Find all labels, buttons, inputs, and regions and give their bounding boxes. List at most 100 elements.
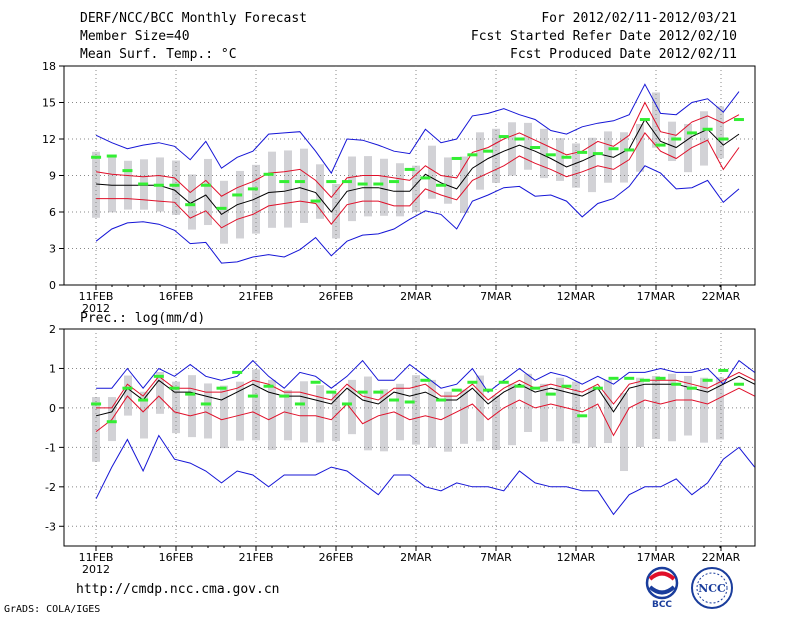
spread-box [252, 164, 260, 234]
spread-box [284, 150, 292, 228]
y-tick-label: 18 [42, 60, 56, 73]
y-tick-label: 6 [49, 206, 56, 219]
x-tick-label: 22MAR [702, 290, 741, 303]
spread-box [444, 391, 452, 452]
x-tick-label: 16FEB [159, 551, 194, 564]
y-tick-label: 15 [42, 97, 56, 110]
spread-box [588, 387, 596, 448]
ncc-logo-text: NCC [698, 582, 726, 595]
spread-box [428, 379, 436, 448]
member-size: Member Size=40 [80, 29, 190, 44]
spread-box [428, 145, 436, 199]
spread-box [700, 111, 708, 166]
spread-box [716, 106, 724, 159]
spread-box [108, 156, 116, 213]
spread-box [236, 381, 244, 441]
grads-credit: GrADS: COLA/IGES [4, 604, 101, 615]
spread-box [204, 158, 212, 226]
spread-box [620, 132, 628, 183]
x-year-label: 2012 [82, 563, 110, 576]
bcc-logo-text: BCC [652, 600, 672, 608]
spread-box [220, 385, 228, 449]
spread-box [460, 389, 468, 444]
spread-box [508, 122, 516, 176]
spread-box [156, 372, 164, 414]
spread-box [380, 389, 388, 452]
x-year-label: 2012 [82, 302, 110, 315]
spread-box [124, 375, 132, 416]
x-tick-label: 7MAR [480, 551, 512, 564]
bcc-logo: BCC [645, 566, 679, 608]
spread-box [524, 373, 532, 432]
spread-box [396, 383, 404, 441]
spread-box [652, 92, 660, 148]
spread-box [540, 128, 548, 179]
spread-box [316, 164, 324, 219]
x-tick-label: 12MAR [557, 551, 596, 564]
series-line-min [95, 434, 755, 516]
spread-box [252, 369, 260, 441]
y-tick-label: -3 [45, 520, 56, 533]
spread-box [380, 158, 388, 216]
spread-box [460, 156, 468, 213]
spread-box [572, 381, 580, 444]
chart-panel-2: Prec.: log(mm/d) -3 -2 -1 0 1 2 11FEB 16FEB 21FEB… [45, 311, 756, 576]
spread-box [204, 383, 212, 439]
y-tick-label: 0 [49, 402, 56, 415]
spread-box [684, 123, 692, 173]
y-tick-label: 12 [42, 133, 56, 146]
y-tick-label: 9 [49, 170, 56, 183]
spread-box [476, 132, 484, 190]
spread-box [492, 395, 500, 450]
x-tick-label: 11FEB [79, 290, 114, 303]
spread-box [556, 377, 564, 442]
footer-url[interactable]: http://cmdp.ncc.cma.gov.cn [76, 582, 280, 597]
x-tick-label: 26FEB [319, 290, 354, 303]
series-line-mean [95, 375, 755, 417]
y-tick-label: 1 [49, 362, 56, 375]
variable-label: Mean Surf. Temp.: °C [80, 47, 237, 62]
spread-box [396, 163, 404, 217]
title: DERF/NCC/BCC Monthly Forecast [80, 11, 307, 26]
ncc-logo: NCC [691, 567, 733, 609]
started-date: Fcst Started Refer Date 2012/02/10 [470, 29, 737, 44]
x-tick-label: 2MAR [400, 551, 432, 564]
series-line-mean [96, 118, 740, 216]
spread-box [188, 375, 196, 438]
x-tick-label: 17MAR [637, 551, 676, 564]
series-line-max [96, 359, 755, 393]
spread-box [508, 383, 516, 446]
spread-box [636, 123, 644, 172]
y-tick-label: -2 [45, 481, 56, 494]
spread-box [300, 381, 308, 443]
spread-box [604, 131, 612, 183]
spread-box [236, 170, 244, 239]
spread-box [172, 160, 180, 215]
spread-box [636, 377, 644, 447]
series-line-min [95, 165, 740, 264]
spread-box [300, 148, 308, 223]
spread-box [524, 122, 532, 170]
spread-box [284, 389, 292, 441]
spread-box [140, 391, 148, 439]
spread-box [268, 379, 276, 450]
x-tick-label: 26FEB [319, 551, 354, 564]
x-tick-label: 21FEB [239, 551, 274, 564]
spread-box [412, 165, 420, 212]
x-tick-label: 7MAR [480, 290, 512, 303]
spread-box [700, 377, 708, 443]
spread-box [668, 121, 676, 162]
spread-box [92, 151, 100, 218]
plot-frame [63, 328, 756, 547]
panel-title: Prec.: log(mm/d) [80, 311, 205, 326]
x-tick-label: 21FEB [239, 290, 274, 303]
y-tick-label: 2 [49, 323, 56, 336]
y-tick-label: -1 [45, 441, 56, 454]
series-line-max [95, 83, 740, 175]
x-tick-label: 17MAR [637, 290, 676, 303]
spread-box [444, 157, 452, 204]
spread-box [348, 379, 356, 435]
series-line-mean_minus [95, 387, 755, 437]
chart-panel-1: 0 3 6 9 12 15 18 11FEB 16FEB 21FEB 26FEB 2MAR 7MAR 12… [42, 60, 756, 315]
